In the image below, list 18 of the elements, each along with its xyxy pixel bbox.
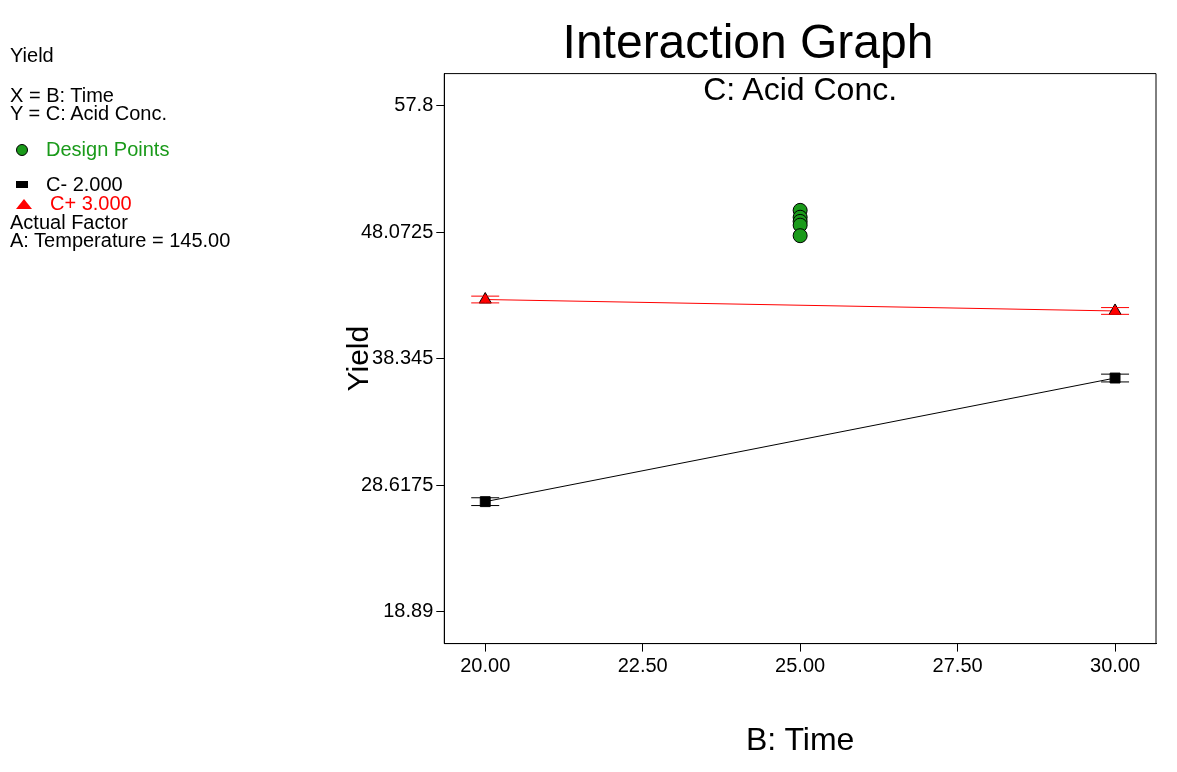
legend-label: C+ 3.000 (50, 192, 132, 214)
x-tick-label: 25.00 (775, 654, 826, 677)
y-tick-label: 18.89 (383, 599, 434, 622)
x-tick-label: 22.50 (617, 654, 668, 677)
point (792, 228, 808, 244)
y-tick-label: 57.8 (394, 93, 434, 116)
legend-label: Design Points (46, 138, 170, 160)
x-tick-label: 20.00 (460, 654, 511, 677)
chart-subtitle: C: Acid Conc. (703, 71, 898, 108)
y-tick-label: 28.6175 (361, 472, 434, 495)
text: Yield (10, 44, 55, 66)
y-tick-label: 38.345 (372, 346, 434, 369)
x-tick-label: 27.50 (932, 654, 983, 677)
chart-title: Interaction Graph (562, 15, 934, 69)
y-tick-label: 48.0725 (361, 219, 434, 242)
x-tick-label: 30.00 (1090, 654, 1141, 677)
legend-label: C- 2.000 (46, 173, 123, 195)
x-axis-title: B: Time (745, 720, 855, 757)
